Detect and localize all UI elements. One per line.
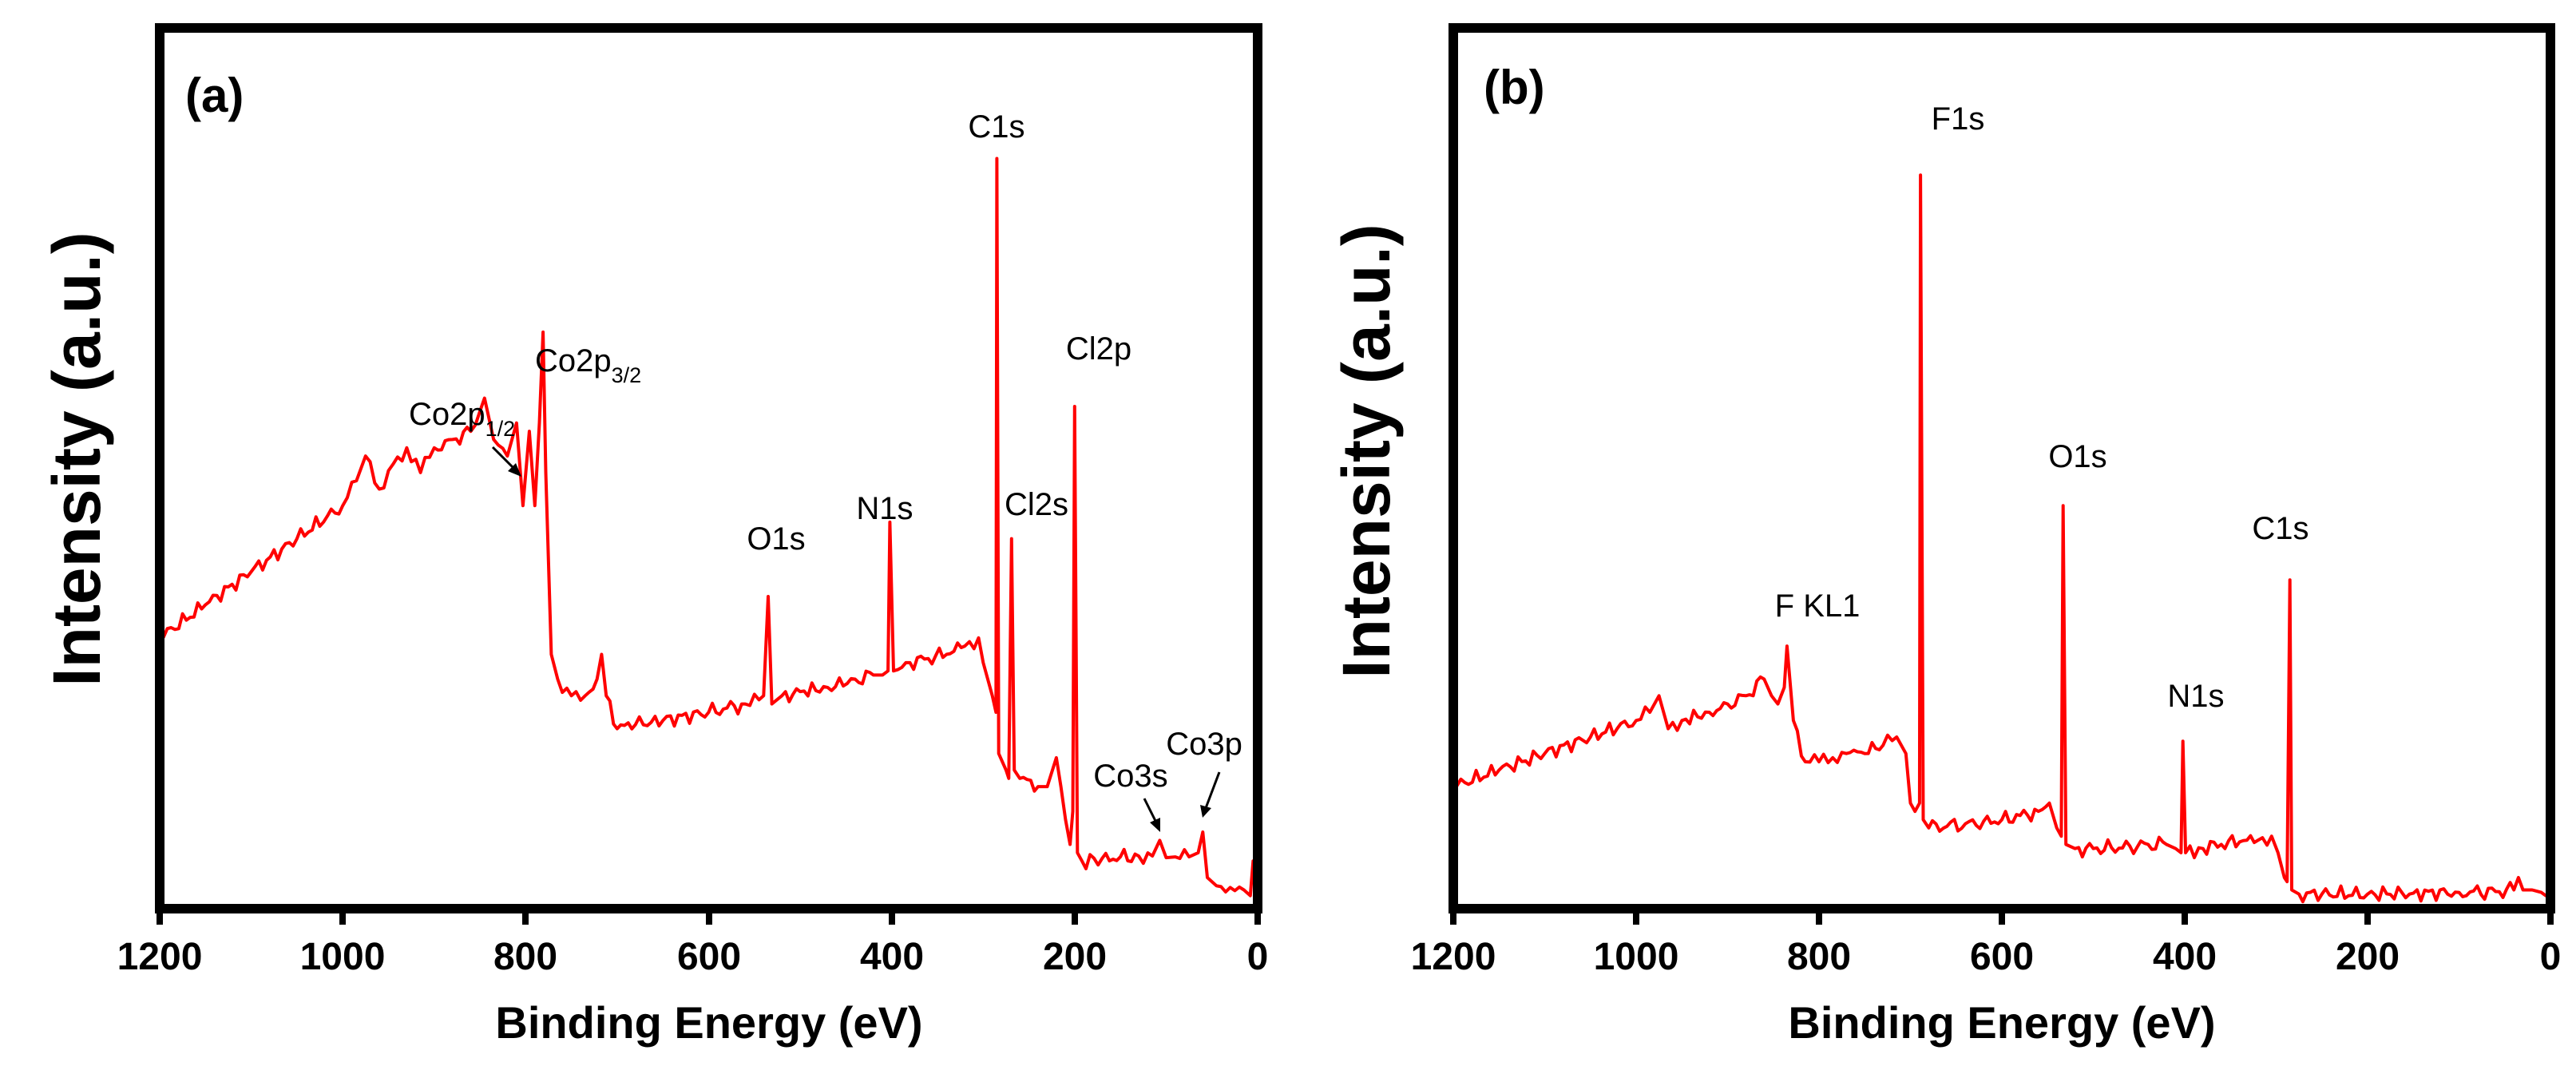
peak-label-cl2s: Cl2s xyxy=(1005,487,1068,522)
peak-label-fkl1: F KL1 xyxy=(1775,588,1861,624)
x-axis: 1200 1000 800 600 400 200 0 Binding Ener… xyxy=(117,909,1269,1048)
peak-label-f1s: F1s xyxy=(1932,101,1985,137)
peak-label-co2p12: Co2p1/2 xyxy=(409,397,515,441)
spectrum-line xyxy=(1452,173,2550,904)
x-tick-label: 1000 xyxy=(1594,936,1679,978)
peak-label-c1s: C1s xyxy=(968,109,1024,145)
arrow-co3p xyxy=(1200,771,1221,818)
arrow-co2p12 xyxy=(491,446,521,477)
x-axis-title: Binding Energy (eV) xyxy=(1788,997,2215,1048)
peak-label-subscript: 1/2 xyxy=(485,417,516,441)
plot-frame xyxy=(1449,23,2555,913)
y-axis-title: Intensity (a.u.) xyxy=(1329,224,1404,678)
peak-label-cl2p: Cl2p xyxy=(1066,331,1131,367)
panel-label: (b) xyxy=(1484,61,1545,114)
panel-label: (a) xyxy=(185,69,244,122)
plot-area xyxy=(1452,173,2550,904)
x-axis-title: Binding Energy (eV) xyxy=(495,997,922,1048)
spectrum-line xyxy=(159,157,1258,900)
panel-b: Intensity (a.u.) (b) 1200 1000 800 600 4… xyxy=(1329,23,2562,1048)
arrow-co3s xyxy=(1143,798,1160,832)
x-tick-label: 800 xyxy=(493,936,557,978)
peak-label-n1s: N1s xyxy=(2167,679,2224,714)
x-tick-label: 1200 xyxy=(117,936,203,978)
x-tick-label: 200 xyxy=(1043,936,1107,978)
peak-label-subscript: 3/2 xyxy=(612,363,642,387)
x-tick-label: 0 xyxy=(1247,936,1269,978)
peak-label-c1s: C1s xyxy=(2252,511,2308,546)
peak-annotations: F1s O1s C1s F KL1 N1s xyxy=(1775,101,2309,714)
x-tick-label: 600 xyxy=(677,936,741,978)
x-tick-label: 400 xyxy=(860,936,924,978)
peak-label-co2p32: Co2p3/2 xyxy=(535,343,641,387)
x-tick-label: 200 xyxy=(2336,936,2400,978)
x-tick-label: 600 xyxy=(1970,936,2034,978)
peak-label-n1s: N1s xyxy=(856,491,913,526)
y-axis-title: Intensity (a.u.) xyxy=(39,232,114,686)
x-tick-label: 1200 xyxy=(1411,936,1496,978)
x-axis: 1200 1000 800 600 400 200 0 Binding Ener… xyxy=(1411,909,2562,1048)
x-tick-label: 1000 xyxy=(300,936,386,978)
peak-label-co3s: Co3s xyxy=(1093,759,1167,794)
x-tick-label: 800 xyxy=(1787,936,1851,978)
x-tick-label: 400 xyxy=(2153,936,2217,978)
plot-area xyxy=(159,157,1258,900)
peak-label-text: Co2p xyxy=(535,343,612,378)
peak-label-o1s: O1s xyxy=(747,521,805,557)
x-tick-label: 0 xyxy=(2540,936,2562,978)
peak-label-co3p: Co3p xyxy=(1166,727,1242,762)
peak-label-text: Co2p xyxy=(409,397,485,432)
peak-label-o1s: O1s xyxy=(2048,439,2106,474)
peak-annotations: C1s Cl2p Co2p3/2 Co2p1/2 O1s N1s Cl2s Co… xyxy=(409,109,1242,832)
panel-a: Intensity (a.u.) (a) 1200 1000 800 600 4… xyxy=(39,23,1269,1048)
